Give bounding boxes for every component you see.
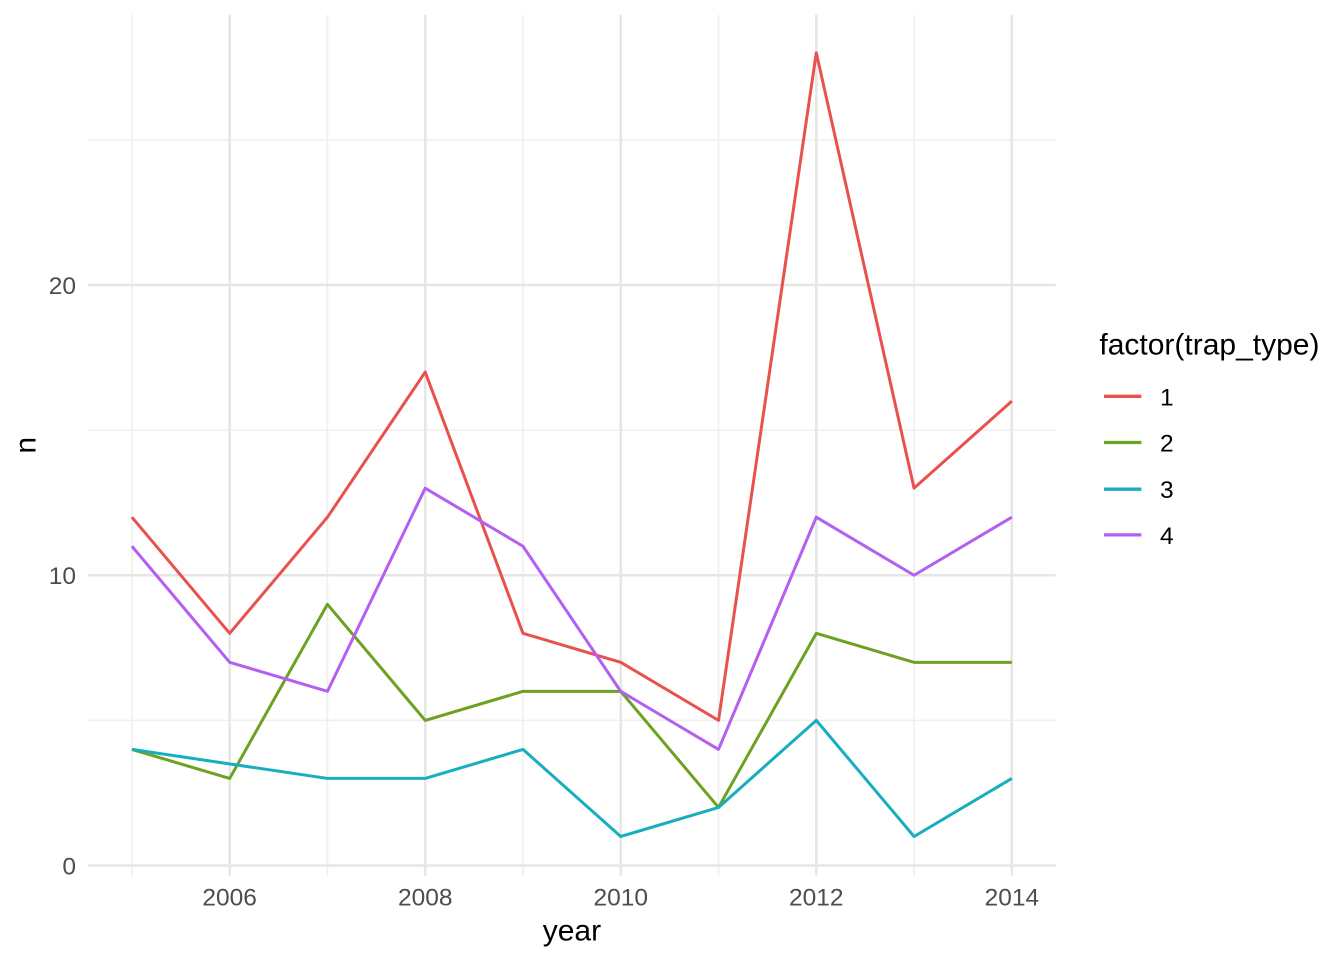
svg-text:n: n — [10, 437, 43, 454]
svg-text:factor(trap_type): factor(trap_type) — [1099, 329, 1319, 362]
svg-text:2014: 2014 — [985, 885, 1040, 912]
svg-text:1: 1 — [1160, 384, 1174, 411]
svg-text:2006: 2006 — [202, 885, 257, 912]
svg-text:0: 0 — [62, 853, 76, 880]
svg-text:4: 4 — [1160, 523, 1174, 550]
svg-text:20: 20 — [49, 273, 76, 300]
svg-text:10: 10 — [49, 563, 76, 590]
svg-text:2010: 2010 — [593, 885, 648, 912]
svg-text:year: year — [543, 914, 601, 947]
svg-text:2: 2 — [1160, 431, 1174, 458]
svg-text:3: 3 — [1160, 477, 1174, 504]
svg-text:2008: 2008 — [398, 885, 453, 912]
svg-text:2012: 2012 — [789, 885, 844, 912]
